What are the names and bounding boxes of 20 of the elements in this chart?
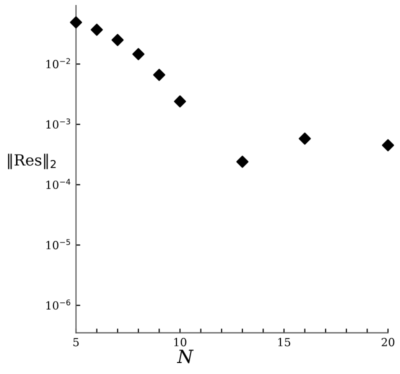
y-axis-title: ‖Res‖$_{2}$	[8, 154, 56, 170]
point	[174, 95, 186, 108]
x-tick-label: 5	[73, 338, 79, 346]
x-tick-label: 10	[174, 338, 186, 346]
y-tick-label: 10$^{−3}$	[46, 118, 70, 129]
y-tick-label: 10$^{−5}$	[46, 239, 70, 250]
point	[112, 34, 124, 46]
point	[298, 132, 311, 145]
point	[90, 24, 103, 36]
x-tick-label: 15	[278, 338, 290, 346]
y-tick-label: 10$^{−4}$	[46, 178, 70, 189]
point	[236, 156, 248, 168]
point	[70, 16, 82, 28]
point	[153, 68, 166, 81]
x-axis-title: N	[176, 350, 194, 364]
point	[382, 139, 394, 152]
point	[132, 48, 144, 60]
y-tick-label: 10$^{−2}$	[46, 58, 70, 68]
y-tick-label: 10$^{−6}$	[46, 299, 70, 310]
x-tick-label: 20	[382, 338, 394, 346]
